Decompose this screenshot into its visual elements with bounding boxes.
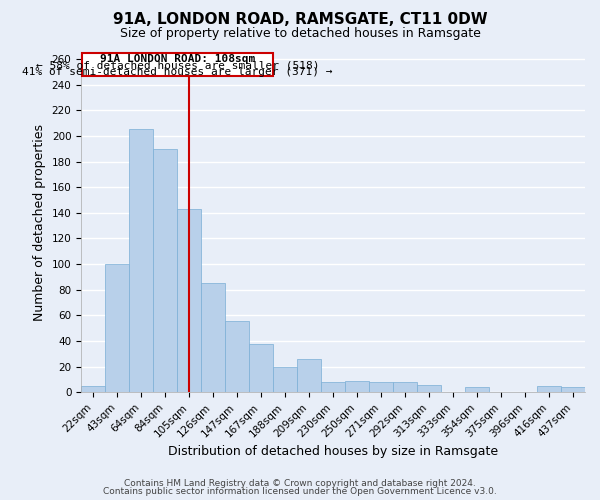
Bar — [177, 209, 201, 392]
Bar — [321, 382, 345, 392]
Text: ← 58% of detached houses are smaller (518): ← 58% of detached houses are smaller (51… — [36, 61, 319, 71]
Bar — [345, 381, 369, 392]
Y-axis label: Number of detached properties: Number of detached properties — [33, 124, 46, 321]
Bar — [297, 359, 321, 392]
Text: 91A LONDON ROAD: 108sqm: 91A LONDON ROAD: 108sqm — [100, 54, 256, 64]
Bar — [393, 382, 417, 392]
Bar — [81, 386, 105, 392]
Bar — [273, 366, 297, 392]
Bar — [201, 284, 225, 393]
Bar — [417, 384, 441, 392]
Text: 41% of semi-detached houses are larger (371) →: 41% of semi-detached houses are larger (… — [22, 67, 333, 77]
Bar — [537, 386, 561, 392]
Bar — [249, 344, 273, 392]
Bar — [225, 320, 249, 392]
X-axis label: Distribution of detached houses by size in Ramsgate: Distribution of detached houses by size … — [168, 444, 498, 458]
Bar — [129, 130, 153, 392]
Bar — [561, 387, 585, 392]
Text: Size of property relative to detached houses in Ramsgate: Size of property relative to detached ho… — [119, 28, 481, 40]
Text: 91A, LONDON ROAD, RAMSGATE, CT11 0DW: 91A, LONDON ROAD, RAMSGATE, CT11 0DW — [113, 12, 487, 28]
Text: Contains HM Land Registry data © Crown copyright and database right 2024.: Contains HM Land Registry data © Crown c… — [124, 478, 476, 488]
FancyBboxPatch shape — [82, 52, 273, 76]
Bar — [105, 264, 129, 392]
Bar — [153, 148, 177, 392]
Bar — [369, 382, 393, 392]
Bar — [465, 387, 489, 392]
Text: Contains public sector information licensed under the Open Government Licence v3: Contains public sector information licen… — [103, 487, 497, 496]
